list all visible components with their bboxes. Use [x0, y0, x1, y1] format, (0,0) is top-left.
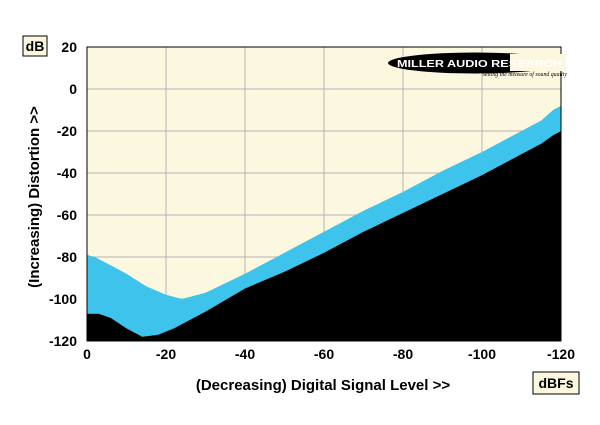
x-tick-label: -100 [468, 346, 496, 362]
plot-border [86, 46, 562, 342]
y-tick-labels: 20 0 -20 -40 -60 -80 -100 -120 [49, 39, 77, 349]
x-tick-label: -40 [235, 346, 255, 362]
distortion-band-area [87, 105, 561, 337]
y-tick-label: -120 [49, 333, 77, 349]
x-tick-label: -20 [156, 346, 176, 362]
x-tick-label: -80 [393, 346, 413, 362]
x-unit-box: dBFs [532, 371, 580, 395]
x-tick-labels: 0 -20 -40 -60 -80 -100 -120 [83, 346, 575, 362]
y-axis-title: (Increasing) Distortion >> [26, 106, 43, 288]
y-tick-label: 0 [69, 81, 77, 97]
x-tick-label: -60 [314, 346, 334, 362]
x-unit-label: dBFs [539, 375, 574, 391]
x-axis-title: (Decreasing) Digital Signal Level >> [196, 377, 450, 394]
y-tick-label: -40 [57, 165, 77, 181]
y-tick-label: -20 [57, 123, 77, 139]
y-tick-label: 20 [61, 39, 77, 55]
x-tick-label: -120 [547, 346, 575, 362]
y-tick-label: -80 [57, 249, 77, 265]
y-unit-box: dB [22, 35, 48, 57]
y-tick-label: -100 [49, 291, 77, 307]
y-tick-label: -60 [57, 207, 77, 223]
logo-tagline: Setting the measure of sound quality [482, 71, 567, 78]
y-unit-label: dB [26, 38, 45, 54]
logo-wordmark: MILLER AUDIO RESEARCH [397, 58, 562, 70]
noise-floor-area [87, 131, 561, 341]
x-tick-label: 0 [83, 346, 91, 362]
miller-audio-research-logo: MILLER AUDIO RESEARCH Setting the measur… [388, 52, 567, 78]
